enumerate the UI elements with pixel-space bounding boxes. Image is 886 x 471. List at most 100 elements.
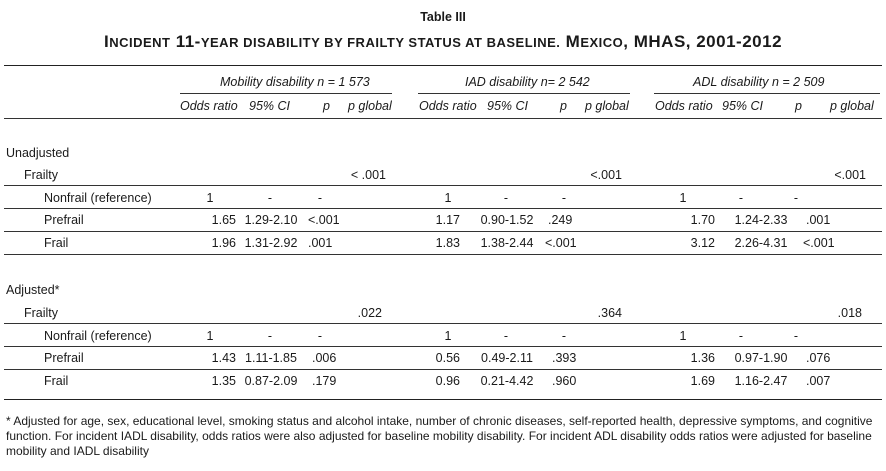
p-value: .960 [552,374,577,388]
odds-ratio: 1.43 [211,351,236,365]
odds-ratio: 1 [444,191,452,205]
ci: 0.87-2.09 [244,374,298,388]
odds-ratio: 1.83 [435,236,460,250]
table-title: Incident 11-year disability by frailty s… [0,32,886,52]
odds-ratio: 1.35 [211,374,236,388]
section-label: Unadjusted [6,146,70,160]
p-value: .006 [312,351,337,365]
col-header-odds: Odds ratio [419,99,477,113]
p-global: < .001 [350,168,386,182]
group-header-iad: IAD disability n= 2 542 [465,75,590,89]
p-global: .022 [357,306,382,320]
odds-ratio: 1.69 [690,374,715,388]
odds-ratio: 1 [444,329,452,343]
p-value: <.001 [308,213,340,227]
row-label: Frail [44,236,69,250]
top-rule [4,65,882,66]
col-header-ci: 95% CI [722,99,763,113]
row-label: Nonfrail (reference) [44,191,152,205]
ci: 1.29-2.10 [244,213,298,227]
p-value: .001 [308,236,333,250]
col-header-odds: Odds ratio [655,99,713,113]
frailty-label: Frailty [24,168,59,182]
group-header-mobility: Mobility disability n = 1 573 [220,75,370,89]
col-header-p: p [560,99,567,113]
frailty-label: Frailty [24,306,59,320]
ci: 0.90-1.52 [480,213,534,227]
ci: 0.97-1.90 [734,351,788,365]
p-value: .001 [806,213,831,227]
p-global: .018 [837,306,862,320]
title-part: , MHAS, 2001-2012 [623,32,783,51]
col-header-p: p [323,99,330,113]
ci: - [738,191,744,205]
row-rule [4,369,882,370]
ci: - [503,329,509,343]
p-value: - [561,191,567,205]
col-header-ci: 95% CI [487,99,528,113]
title-part: exico [580,35,624,50]
p-global: .364 [597,306,622,320]
p-global: <.001 [834,168,866,182]
ci: 2.26-4.31 [734,236,788,250]
bottom-rule [4,399,882,400]
row-rule [4,208,882,209]
col-header-p: p [795,99,802,113]
title-part: 11- [170,32,201,51]
header-rule [4,118,882,119]
odds-ratio: 1.65 [211,213,236,227]
col-header-pglobal: p global [585,99,629,113]
odds-ratio: 1.96 [211,236,236,250]
ci: 1.16-2.47 [734,374,788,388]
odds-ratio: 1.36 [690,351,715,365]
group-header-adl: ADL disability n = 2 509 [693,75,825,89]
odds-ratio: 1 [206,191,214,205]
p-value: .076 [806,351,831,365]
title-part: I [103,32,110,51]
ci: - [738,329,744,343]
odds-ratio: 0.56 [435,351,460,365]
p-value: <.001 [803,236,835,250]
p-value: .249 [548,213,573,227]
ci: 0.21-4.42 [480,374,534,388]
odds-ratio: 1.17 [435,213,460,227]
row-label: Prefrail [44,351,84,365]
title-part: M [560,32,581,51]
table-label: Table III [420,10,466,24]
p-value: - [317,329,323,343]
odds-ratio: 1 [679,191,687,205]
group-rule [654,93,880,94]
row-label: Prefrail [44,213,84,227]
ci: 1.38-2.44 [480,236,534,250]
odds-ratio: 0.96 [435,374,460,388]
odds-ratio: 3.12 [690,236,715,250]
group-rule [418,93,630,94]
p-value: .179 [312,374,337,388]
group-rule [180,93,392,94]
p-value: .007 [806,374,831,388]
col-header-pglobal: p global [348,99,392,113]
ci: 1.31-2.92 [244,236,298,250]
row-rule [4,323,882,324]
ci: 0.49-2.11 [481,351,533,365]
title-part: ncident [109,35,171,50]
row-rule [4,185,882,186]
p-value: - [793,191,799,205]
row-rule [4,346,882,347]
ci: 1.11-1.85 [245,351,297,365]
row-rule [4,254,882,255]
p-value: - [561,329,567,343]
p-value: - [793,329,799,343]
title-part: year disability by frailty status at bas… [200,35,561,50]
ci: - [267,329,273,343]
ci: 1.24-2.33 [734,213,788,227]
ci: - [503,191,509,205]
col-header-odds: Odds ratio [180,99,238,113]
footnote: * Adjusted for age, sex, educational lev… [6,414,873,458]
odds-ratio: 1 [679,329,687,343]
row-label: Nonfrail (reference) [44,329,152,343]
odds-ratio: 1.70 [690,213,715,227]
col-header-ci: 95% CI [249,99,290,113]
section-label: Adjusted* [6,283,60,297]
p-global: <.001 [590,168,622,182]
